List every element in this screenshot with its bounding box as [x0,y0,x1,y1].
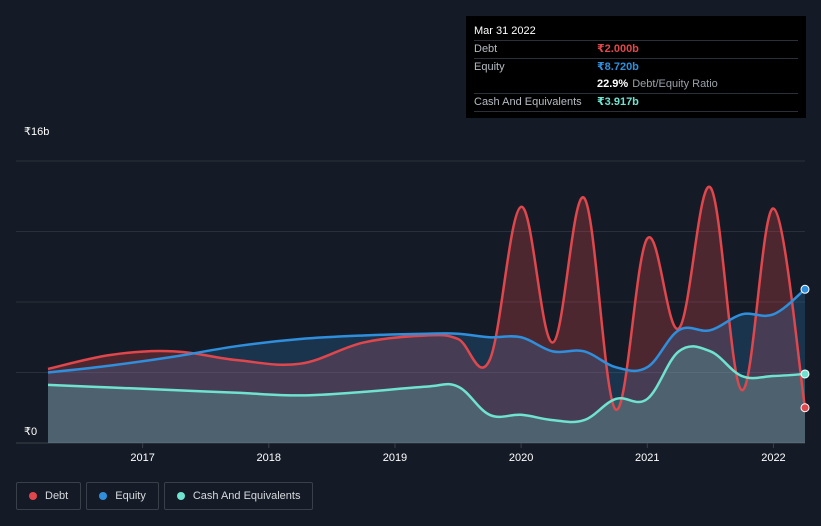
debt-end-point [800,403,810,413]
tooltip-ratio-value: 22.9% [597,78,629,90]
equity-line [47,288,806,374]
x-tick-label-2020: 2020 [509,452,533,464]
debt-line [47,186,807,411]
legend-debt-dot-icon [29,492,37,500]
tooltip-equity-row: Equity ₹8.720b [474,58,798,76]
tooltip-equity-value: ₹8.720b [597,61,639,73]
tooltip-cash-value: ₹3.917b [597,96,639,108]
legend-item-equity[interactable]: Equity [86,482,159,510]
x-tick-label-2019: 2019 [383,452,407,464]
tooltip-debt-label: Debt [474,43,498,55]
legend-cash-label: Cash And Equivalents [192,490,301,502]
legend-equity-dot-icon [99,492,108,500]
chart-legend: Debt Equity Cash And Equivalents [16,482,314,510]
legend-item-debt[interactable]: Debt [16,482,82,510]
tooltip-ratio-label: Debt/Equity Ratio [632,78,718,90]
x-tick-label-2018: 2018 [257,452,281,464]
tooltip-equity-label: Equity [474,61,505,73]
x-tick-label-2022: 2022 [761,452,785,464]
tooltip-debt-value: ₹2.000b [597,43,639,55]
tooltip-cash-row: Cash And Equivalents ₹3.917b [474,93,798,112]
tooltip-ratio-spacer [474,76,597,93]
cash-end-point [800,369,810,379]
tooltip-ratio-row: 22.9% Debt/Equity Ratio [474,76,798,93]
tooltip-date: Mar 31 2022 [474,25,536,37]
tooltip-debt-row: Debt ₹2.000b [474,40,798,58]
x-tick-label-2021: 2021 [635,452,659,464]
legend-cash-dot-icon [176,492,185,500]
equity-end-point [800,284,810,294]
y-axis-min-label: ₹0 [24,426,37,438]
tooltip-cash-label: Cash And Equivalents [474,96,582,108]
debt-area [48,186,805,443]
legend-equity-label: Equity [115,490,146,502]
equity-area [48,289,805,443]
cash-area [48,346,805,443]
debt-equity-chart: 2017 2018 2019 2020 2021 2022 ₹16b ₹0 [16,126,810,464]
tooltip-panel: Mar 31 2022 Debt ₹2.000b Equity ₹8.720b … [466,16,806,118]
legend-debt-label: Debt [45,490,69,502]
x-tick-label-2017: 2017 [130,452,154,464]
legend-item-cash[interactable]: Cash And Equivalents [163,482,314,510]
y-axis-max-label: ₹16b [24,126,49,138]
cash-line [47,345,806,424]
